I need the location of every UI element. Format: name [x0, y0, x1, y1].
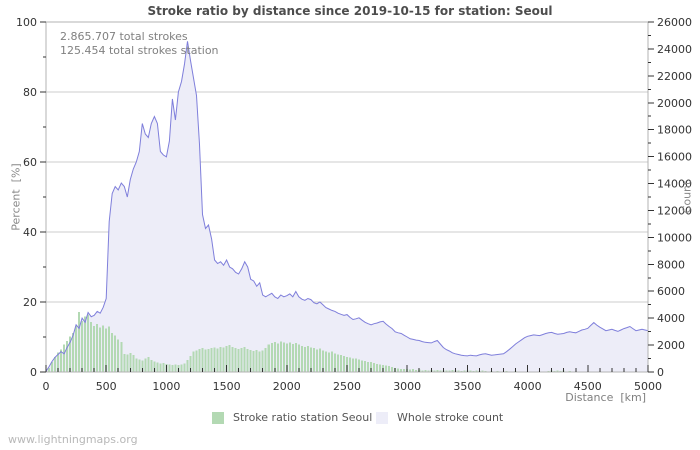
x-axis-label: Distance [km]: [565, 391, 646, 404]
svg-text:4000: 4000: [514, 380, 542, 393]
annotation-total-strokes-station: 125.454 total strokes station: [60, 44, 219, 57]
svg-text:60: 60: [23, 156, 37, 169]
svg-text:2000: 2000: [657, 339, 685, 352]
legend-swatch-stroke-ratio: [212, 411, 224, 424]
svg-text:22000: 22000: [657, 70, 692, 83]
legend-item-stroke-count: Whole stroke count: [376, 411, 503, 424]
legend-item-stroke-ratio: Stroke ratio station Seoul: [212, 411, 372, 424]
svg-text:20: 20: [23, 296, 37, 309]
svg-text:6000: 6000: [657, 285, 685, 298]
y-right-axis-label: Count: [680, 180, 694, 214]
svg-text:0: 0: [43, 380, 50, 393]
chart-title: Stroke ratio by distance since 2019-10-1…: [147, 4, 553, 18]
svg-text:10000: 10000: [657, 231, 692, 244]
svg-text:4000: 4000: [657, 312, 685, 325]
svg-text:3500: 3500: [453, 380, 481, 393]
svg-text:26000: 26000: [657, 16, 692, 29]
svg-text:18000: 18000: [657, 124, 692, 137]
annotation-total-strokes: 2.865.707 total strokes: [60, 30, 188, 43]
svg-text:80: 80: [23, 86, 37, 99]
svg-text:12000: 12000: [657, 204, 692, 217]
svg-text:24000: 24000: [657, 43, 692, 56]
svg-text:2000: 2000: [273, 380, 301, 393]
watermark: www.lightningmaps.org: [8, 433, 138, 446]
svg-text:100: 100: [16, 16, 37, 29]
svg-text:0: 0: [30, 366, 37, 379]
svg-text:3000: 3000: [393, 380, 421, 393]
legend-label-stroke-count: Whole stroke count: [397, 411, 504, 424]
svg-text:500: 500: [96, 380, 117, 393]
svg-text:1000: 1000: [152, 380, 180, 393]
svg-text:0: 0: [657, 366, 664, 379]
svg-text:2500: 2500: [333, 380, 361, 393]
svg-text:4500: 4500: [574, 380, 602, 393]
y-left-axis-label: Percent [%]: [9, 163, 23, 231]
svg-text:8000: 8000: [657, 258, 685, 271]
svg-text:20000: 20000: [657, 97, 692, 110]
svg-text:1500: 1500: [213, 380, 241, 393]
svg-text:14000: 14000: [657, 178, 692, 191]
svg-text:40: 40: [23, 226, 37, 239]
svg-text:16000: 16000: [657, 151, 692, 164]
svg-text:5000: 5000: [634, 380, 662, 393]
legend-label-stroke-ratio: Stroke ratio station Seoul: [233, 411, 373, 424]
legend-swatch-stroke-count: [376, 411, 388, 424]
